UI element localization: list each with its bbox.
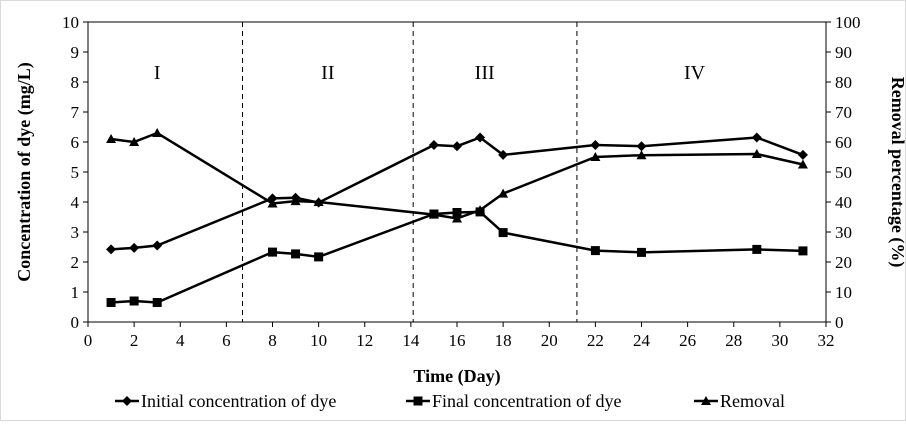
x-tick-label: 2 <box>130 331 139 350</box>
x-tick-label: 6 <box>222 331 231 350</box>
y2-tick-label: 90 <box>835 43 852 62</box>
series-diamond <box>106 133 808 255</box>
phase-label: II <box>321 62 334 84</box>
x-axis-title: Time (Day) <box>413 366 500 387</box>
y-tick-label: 9 <box>71 43 80 62</box>
series-line <box>111 212 803 303</box>
phase-label: III <box>475 62 495 84</box>
x-tick-label: 30 <box>771 331 788 350</box>
legend-label: Removal <box>720 391 785 411</box>
y-tick-label: 10 <box>62 13 79 32</box>
y2-tick-label: 10 <box>835 283 852 302</box>
data-point-square <box>752 245 761 254</box>
y2-tick-label: 0 <box>835 313 844 332</box>
data-point-triangle <box>152 128 162 137</box>
data-point-square <box>499 228 508 237</box>
x-tick-label: 16 <box>449 331 466 350</box>
x-tick-label: 10 <box>310 331 327 350</box>
y-tick-label: 5 <box>71 163 80 182</box>
y-tick-label: 1 <box>71 283 80 302</box>
y2-axis-title: Removal percentage (%) <box>887 77 906 268</box>
y-axis-title: Concentration of dye (mg/L) <box>14 62 35 281</box>
data-point-diamond <box>798 150 808 160</box>
x-tick-label: 28 <box>725 331 742 350</box>
x-tick-label: 26 <box>679 331 696 350</box>
data-point-square <box>107 298 116 307</box>
data-point-diamond <box>590 140 600 150</box>
data-point-diamond <box>637 141 647 151</box>
x-tick-label: 0 <box>84 331 93 350</box>
data-point-square <box>798 246 807 255</box>
y-tick-label: 4 <box>71 193 80 212</box>
data-point-diamond <box>429 140 439 150</box>
legend: Initial concentration of dye Final concen… <box>115 391 785 411</box>
y2-tick-label: 80 <box>835 73 852 92</box>
y-tick-label: 7 <box>71 103 80 122</box>
y2-tick-label: 60 <box>835 133 852 152</box>
y-tick-label: 6 <box>71 133 80 152</box>
data-point-diamond <box>106 244 116 254</box>
plot-series <box>106 128 808 307</box>
data-point-square <box>130 297 139 306</box>
data-point-diamond <box>152 241 162 251</box>
legend-label: Final concentration of dye <box>432 391 621 411</box>
data-point-square <box>291 249 300 258</box>
y2-tick-label: 70 <box>835 103 852 122</box>
x-tick-label: 32 <box>818 331 835 350</box>
data-point-square <box>591 246 600 255</box>
plot-area-frame <box>88 22 826 322</box>
y2-tick-label: 100 <box>835 13 861 32</box>
legend-item: Final concentration of dye <box>406 391 621 411</box>
legend-item: Initial concentration of dye <box>115 391 336 411</box>
x-tick-label: 14 <box>402 331 420 350</box>
legend-label: Initial concentration of dye <box>141 391 336 411</box>
y2-tick-label: 50 <box>835 163 852 182</box>
y2-tick-label: 20 <box>835 253 852 272</box>
data-point-square <box>314 252 323 261</box>
data-point-diamond <box>752 133 762 143</box>
x-tick-label: 20 <box>541 331 558 350</box>
data-point-diamond <box>452 141 462 151</box>
x-tick-label: 22 <box>587 331 604 350</box>
y2-tick-label: 30 <box>835 223 852 242</box>
x-tick-label: 24 <box>633 331 651 350</box>
phase-label: I <box>154 62 161 84</box>
x-tick-label: 4 <box>176 331 185 350</box>
legend-item: Removal <box>694 391 785 411</box>
x-tick-label: 8 <box>268 331 277 350</box>
y-tick-label: 8 <box>71 73 80 92</box>
data-point-diamond <box>129 243 139 253</box>
y2-tick-label: 40 <box>835 193 852 212</box>
y-tick-label: 2 <box>71 253 80 272</box>
x-tick-label: 18 <box>495 331 512 350</box>
data-point-square <box>153 298 162 307</box>
x-tick-label: 12 <box>356 331 373 350</box>
data-point-square <box>637 248 646 257</box>
y-tick-label: 0 <box>71 313 80 332</box>
legend-marker-diamond <box>122 396 132 406</box>
legend-marker-square <box>414 397 423 406</box>
y-tick-label: 3 <box>71 223 80 242</box>
phase-label: IV <box>684 62 706 84</box>
phase-dividers <box>243 22 577 322</box>
data-point-square <box>268 248 277 257</box>
